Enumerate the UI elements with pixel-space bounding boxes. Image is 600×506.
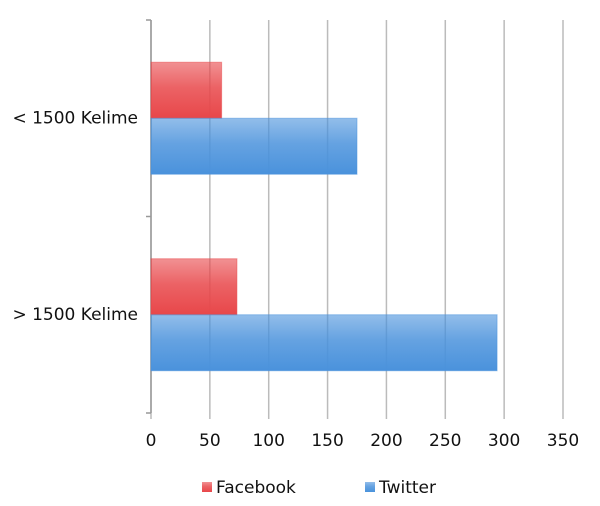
x-tick-label: 200 <box>370 431 402 451</box>
bar <box>150 61 223 119</box>
bar <box>150 314 498 372</box>
x-tick-label: 300 <box>488 431 520 451</box>
legend-label: Facebook <box>216 478 296 498</box>
x-tick-label: 0 <box>146 431 157 451</box>
x-tick-label: 150 <box>311 431 343 451</box>
x-tick-label: 250 <box>429 431 461 451</box>
legend-label: Twitter <box>378 478 436 498</box>
bar <box>150 258 238 316</box>
x-tick-label: 350 <box>547 431 579 451</box>
legend-swatch <box>202 482 212 492</box>
legend-swatch <box>365 482 375 492</box>
bar <box>150 117 358 175</box>
y-tick-label: < 1500 Kelime <box>12 108 138 128</box>
x-tick-label: 50 <box>199 431 221 451</box>
x-tick-label: 100 <box>252 431 284 451</box>
y-tick-label: > 1500 Kelime <box>12 305 138 325</box>
